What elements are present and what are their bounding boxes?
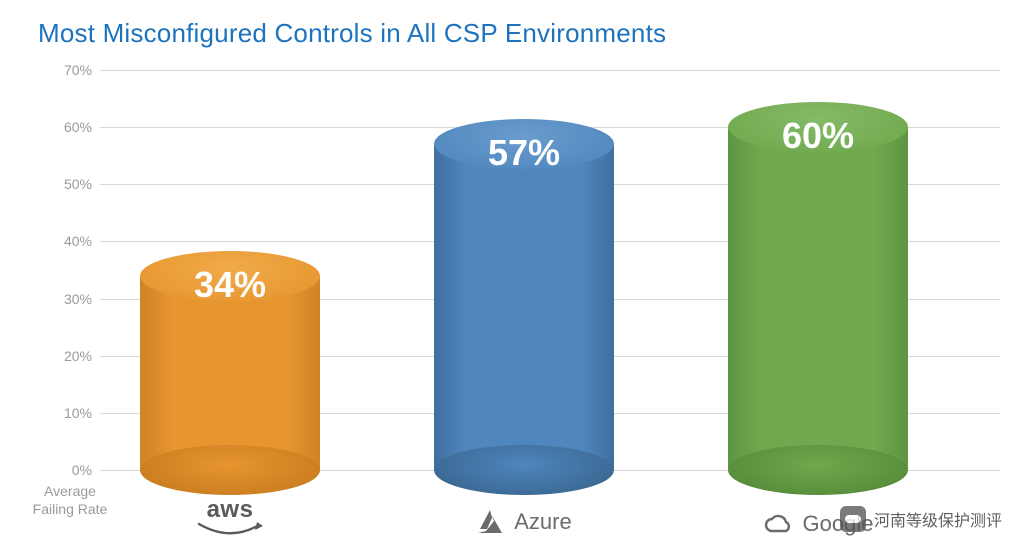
azure-icon [476,509,504,535]
y-axis-caption: Average Failing Rate [30,483,110,518]
cylinder-bar-azure: 57% [434,144,614,470]
y-tick-label: 20% [46,348,92,364]
y-tick-label: 0% [46,462,92,478]
y-tick-label: 60% [46,119,92,135]
cylinder-bottom-ellipse [728,445,908,495]
azure-logo: Azure [476,509,571,535]
aws-logo: aws [195,496,265,540]
watermark: 河南等级保护测评 [840,506,1002,532]
aws-smile-icon [195,522,265,540]
y-axis-caption-line1: Average [44,483,96,499]
cylinder-bottom-ellipse [140,445,320,495]
x-category-azure: Azure [414,509,634,540]
bar-value-label: 34% [140,264,320,306]
y-tick-label: 70% [46,62,92,78]
y-tick-label: 10% [46,405,92,421]
cylinder-bottom-ellipse [434,445,614,495]
cylinder-body [728,127,908,470]
azure-wordmark: Azure [514,509,571,535]
y-tick-label: 40% [46,233,92,249]
bar-value-label: 60% [728,115,908,157]
google-cloud-icon [763,513,793,535]
y-tick-label: 30% [46,291,92,307]
aws-wordmark: aws [207,496,254,524]
cylinder-bar-aws: 34% [140,276,320,470]
y-tick-label: 50% [46,176,92,192]
cylinder-body [434,144,614,470]
cylinder-bar-google: 60% [728,127,908,470]
wechat-icon [840,506,866,532]
bar-value-label: 57% [434,132,614,174]
chart-title: Most Misconfigured Controls in All CSP E… [38,18,666,49]
chart-plot-area: 0%10%20%30%40%50%60%70%34%57%60% [100,70,1000,470]
y-axis-caption-line2: Failing Rate [33,501,108,517]
gridline [100,70,1000,71]
x-category-aws: aws [120,496,340,540]
watermark-text: 河南等级保护测评 [874,507,1002,531]
